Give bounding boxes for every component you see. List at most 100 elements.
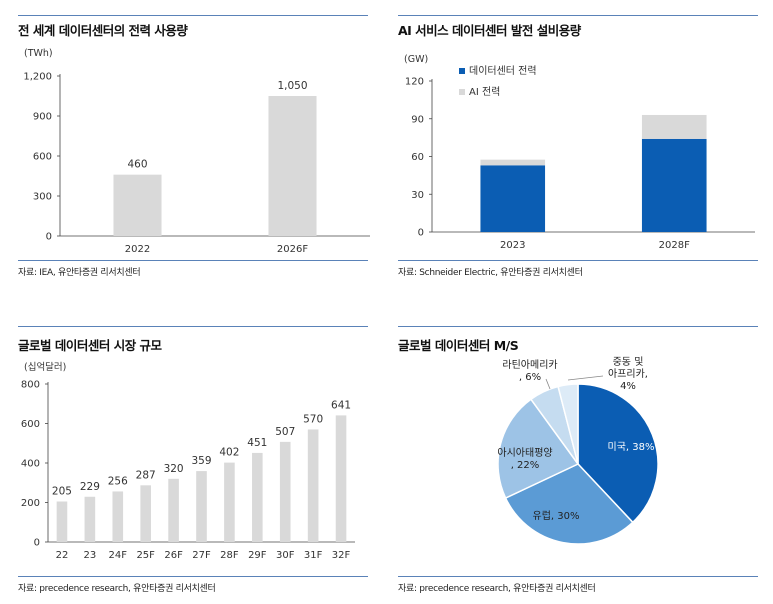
pie-label-line: 미국, 38%	[608, 441, 655, 453]
pie-label-line: 아시아태평양	[497, 447, 552, 459]
chart2-ytick-label: 120	[405, 77, 424, 88]
chart1-data-label: 460	[127, 159, 147, 171]
panel1-top-rule	[18, 15, 368, 16]
pie-slice	[577, 383, 659, 524]
chart2-ylabel: (GW)	[404, 54, 428, 65]
panel4-title: 글로벌 데이터센터 M/S	[398, 338, 519, 353]
chart1-xtick-label: 2022	[125, 244, 150, 255]
chart3-xtick-label: 27F	[192, 550, 211, 561]
chart2-legend-label: 데이터센터 전력	[469, 65, 537, 77]
chart2-ytick-label: 60	[411, 152, 424, 163]
chart1-ylabel: (TWh)	[24, 48, 53, 59]
panel2-source: 자료: Schneider Electric, 유안타증권 리서치센터	[398, 268, 583, 278]
pie-slice	[497, 398, 580, 500]
chart3-bar	[112, 491, 124, 542]
chart2-legend-swatch	[459, 68, 465, 74]
pie-label: 라틴아메리카, 6%	[502, 359, 557, 383]
chart3-data-label: 287	[136, 469, 156, 481]
chart1-data-label: 1,050	[277, 80, 307, 92]
pie-slice	[557, 383, 579, 465]
chart3-data-label: 256	[108, 475, 128, 487]
chart3-data-label: 507	[275, 426, 295, 438]
chart2-ytick-label: 30	[411, 190, 424, 201]
panel3-top-rule	[18, 326, 368, 327]
chart3-data-label: 205	[52, 486, 72, 498]
chart2-xtick-label: 2028F	[659, 240, 690, 251]
chart-market-size: (십억달러) 0 200 400 600 800 205 22 229 23 256 24F 287 25…	[21, 361, 355, 561]
chart3-bar	[307, 429, 319, 542]
pie-label: 중동 및 아프리카, 4%	[608, 356, 648, 392]
chart2-ytick-label: 90	[411, 114, 424, 125]
chart3-bar	[196, 471, 207, 542]
chart3-bar	[84, 496, 96, 542]
chart-ai-capacity: (GW) 0 30 60 90 120 2023 2028F 데이터센터 전력 AI 전력	[404, 54, 755, 251]
pie-label-line: 4%	[620, 381, 636, 392]
chart3-ytick-label: 200	[21, 498, 40, 509]
panel2-bottom-rule	[398, 260, 758, 261]
chart3-ytick-label: 600	[21, 419, 40, 430]
panel4-top-rule	[398, 326, 758, 327]
panel3-source: 자료: precedence research, 유안타증권 리서치센터	[18, 584, 216, 594]
chart3-xtick-label: 22	[56, 550, 69, 561]
pie-label: 아시아태평양, 22%	[497, 447, 552, 471]
chart1-ytick-label: 0	[46, 232, 52, 243]
chart3-ytick-label: 0	[34, 538, 40, 549]
chart3-xtick-label: 28F	[220, 550, 239, 561]
pie-label: 유럽, 30%	[533, 510, 580, 522]
chart2-ytick-label: 0	[418, 228, 424, 239]
chart3-ylabel: (십억달러)	[24, 361, 66, 373]
chart1-ytick-label: 600	[33, 152, 52, 163]
panel2-title: AI 서비스 데이터센터 발전 설비용량	[398, 23, 581, 38]
chart3-xtick-label: 25F	[136, 550, 155, 561]
chart1-bar	[113, 174, 162, 236]
pie-label-line: , 22%	[511, 460, 540, 471]
chart3-xtick-label: 23	[83, 550, 96, 561]
chart3-data-label: 402	[219, 447, 239, 459]
chart3-data-label: 451	[247, 437, 267, 449]
panel1-source: 자료: IEA, 유안타증권 리서치센터	[18, 268, 141, 278]
chart3-xtick-label: 30F	[276, 550, 295, 561]
chart2-xtick-label: 2023	[500, 240, 525, 251]
chart3-xtick-label: 26F	[164, 550, 183, 561]
chart2-bar-ai	[641, 114, 707, 139]
chart3-bar	[168, 478, 179, 542]
panel4-source: 자료: precedence research, 유안타증권 리서치센터	[398, 584, 596, 594]
chart2-bar-ai	[480, 159, 546, 166]
chart3-data-label: 320	[164, 463, 184, 475]
chart1-ytick-label: 900	[33, 112, 52, 123]
chart3-data-label: 570	[303, 413, 323, 425]
chart3-bar	[56, 501, 68, 542]
chart2-legend-label: AI 전력	[469, 86, 500, 98]
chart3-bar	[335, 415, 347, 542]
chart1-ytick-label: 1,200	[23, 72, 52, 83]
pie-label-line: 유럽, 30%	[533, 510, 580, 522]
pie-slice	[504, 463, 634, 545]
chart3-ytick-label: 400	[21, 459, 40, 470]
chart3-xtick-label: 32F	[332, 550, 351, 561]
chart-power-usage: (TWh) 0 300 600 900 1,200 460 2022 1,050 2026F	[23, 48, 370, 255]
chart2-legend-swatch	[459, 89, 465, 95]
pie-label: 미국, 38%	[608, 441, 655, 453]
chart3-data-label: 641	[331, 399, 351, 411]
chart3-bar	[224, 462, 235, 542]
chart3-data-label: 229	[80, 481, 100, 493]
pie-leader-line	[567, 375, 604, 381]
pie-label-line: 중동 및	[613, 356, 644, 368]
panel3-bottom-rule	[18, 576, 368, 577]
chart3-data-label: 359	[191, 455, 211, 467]
chart1-ytick-label: 300	[33, 192, 52, 203]
chart3-bar	[140, 485, 151, 542]
chart3-xtick-label: 29F	[248, 550, 267, 561]
panel1-title: 전 세계 데이터센터의 전력 사용량	[18, 23, 188, 38]
panel1-bottom-rule	[18, 260, 368, 261]
chart3-bar	[252, 452, 263, 542]
chart2-bar-datacenter	[641, 138, 707, 232]
chart3-ytick-label: 800	[21, 380, 40, 391]
pie-label-line: 아프리카,	[608, 368, 648, 380]
panel4-bottom-rule	[398, 576, 758, 577]
panel3-title: 글로벌 데이터센터 시장 규모	[18, 338, 162, 353]
chart3-bar	[279, 441, 291, 542]
chart3-xtick-label: 31F	[304, 550, 323, 561]
pie-label-line: , 6%	[519, 372, 541, 383]
